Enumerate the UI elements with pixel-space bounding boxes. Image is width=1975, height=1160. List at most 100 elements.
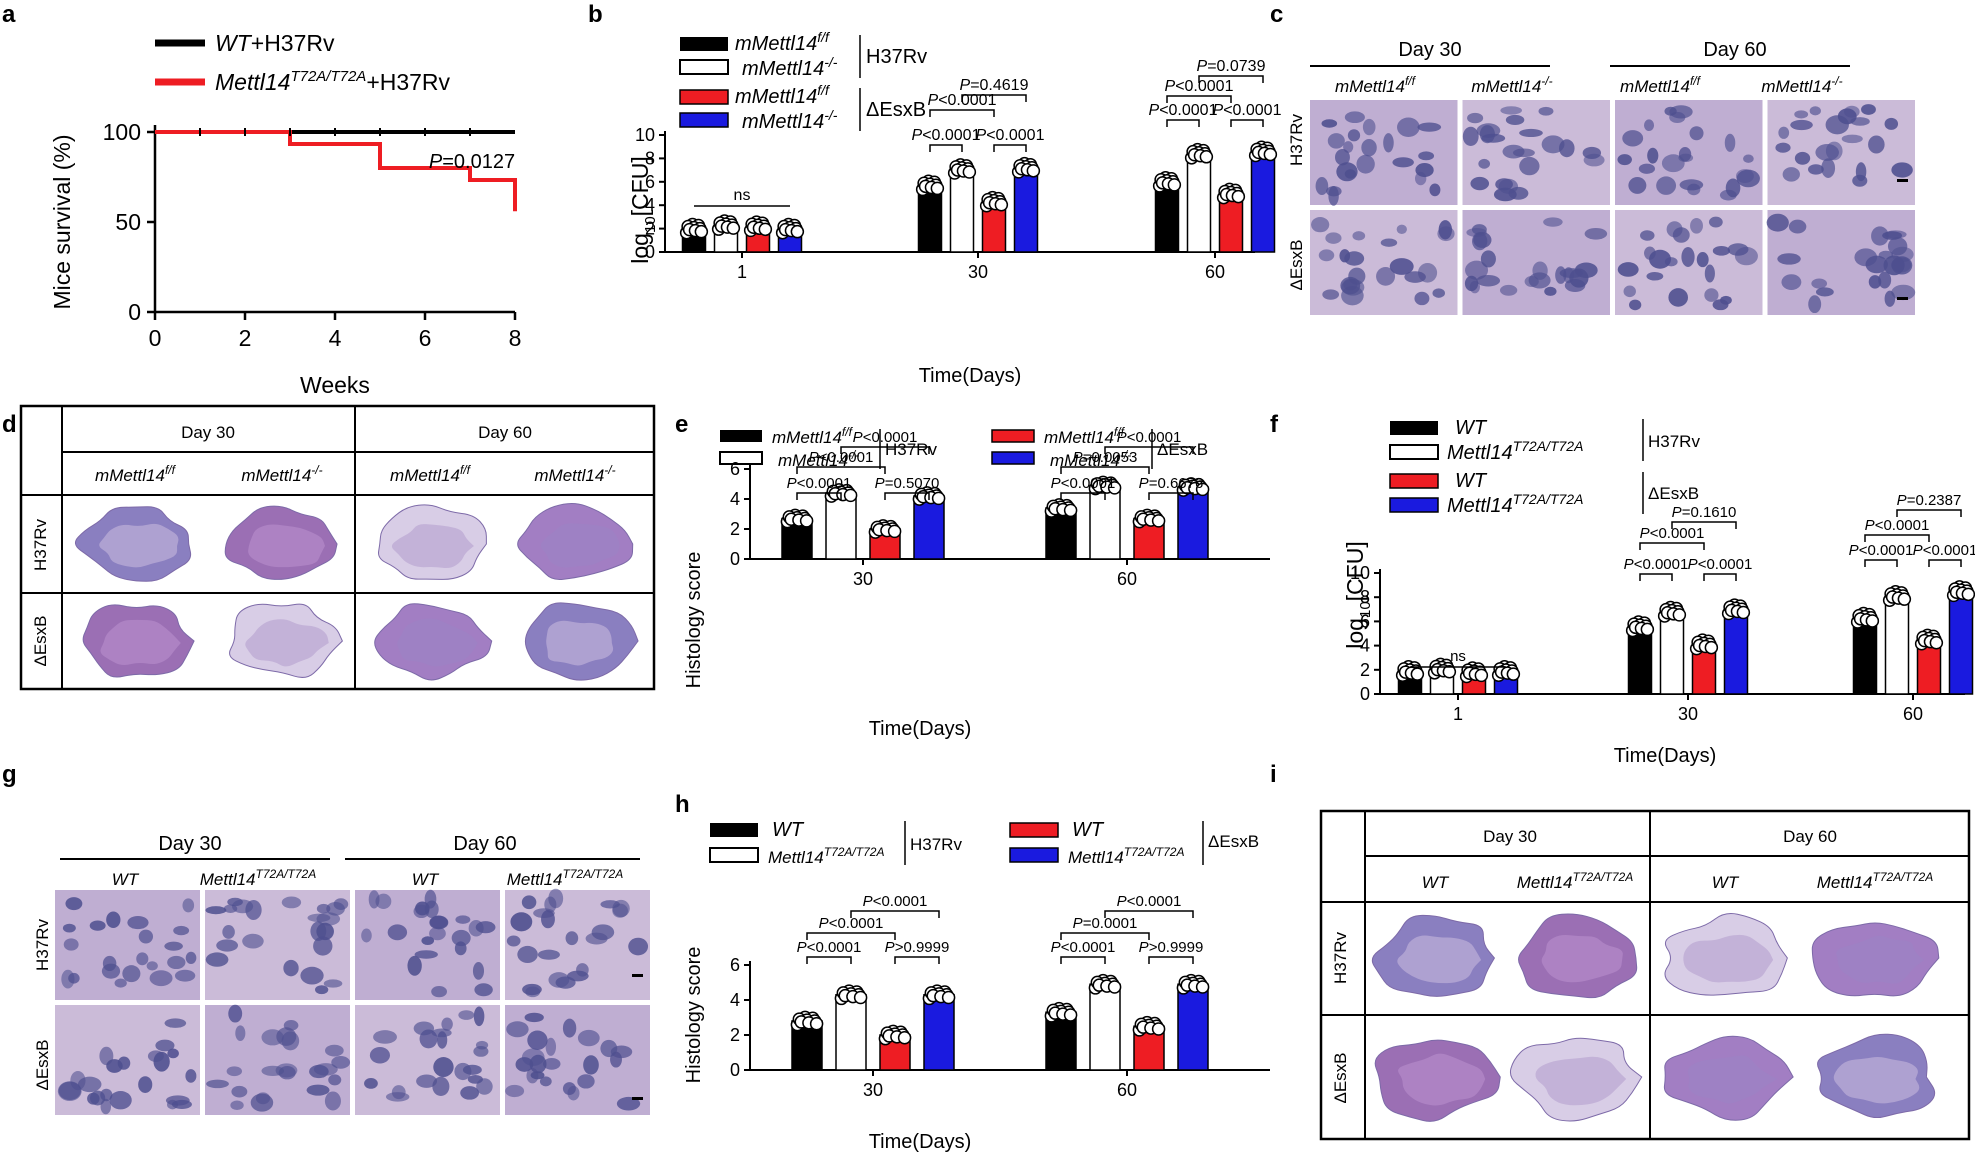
bar: [1884, 595, 1910, 695]
data-point: [994, 198, 1009, 212]
header-day30: Day 30: [1483, 827, 1537, 846]
lung-texture: [1535, 1056, 1627, 1106]
scale-bar: [1897, 179, 1908, 182]
nucleus: [136, 952, 149, 966]
bar: [949, 168, 975, 253]
p-value-label: P=0.0053: [1073, 449, 1138, 466]
nucleus: [583, 1055, 599, 1075]
legend-group-h37rv: H37Rv: [1648, 432, 1700, 451]
micrograph-image: [55, 890, 200, 1000]
legend-swatch-wt-h37rv: [1390, 421, 1438, 435]
nucleus: [315, 985, 329, 995]
nucleus: [316, 903, 331, 914]
x-axis-label: Time(Days): [1614, 745, 1717, 767]
row-h37rv: H37Rv: [31, 519, 50, 571]
micrograph-image: [1615, 210, 1763, 315]
lung-texture: [99, 523, 179, 568]
col-ko-2: mMettl14-/-: [1761, 74, 1842, 96]
nucleus: [616, 1096, 641, 1111]
nucleus: [1335, 148, 1350, 166]
nucleus: [433, 1057, 454, 1077]
nucleus: [1868, 135, 1885, 154]
nucleus: [1495, 178, 1513, 191]
p-value-label: P<0.0001: [787, 475, 852, 492]
bar: [1250, 150, 1276, 253]
nucleus: [1704, 264, 1715, 283]
nucleus: [1664, 257, 1678, 267]
micrograph-image: [505, 888, 650, 1000]
col-wt-1: WT: [112, 870, 140, 889]
data-point: [853, 990, 868, 1005]
nucleus: [182, 898, 195, 913]
nucleus: [306, 1084, 330, 1096]
nucleus: [1638, 163, 1655, 174]
p-value-label: P=0.2387: [1897, 492, 1962, 509]
nucleus: [628, 937, 649, 956]
nucleus: [1418, 151, 1435, 161]
panel-g-micrographs: Day 30 Day 60 WT Mettl14T72A/T72A WT Met…: [0, 800, 655, 1145]
x-tick-label: 30: [863, 1080, 883, 1100]
nucleus: [167, 955, 186, 970]
legend-swatch-ff-esxb: [991, 429, 1035, 443]
nucleus: [375, 893, 392, 910]
nucleus: [185, 951, 197, 964]
nucleus: [413, 1021, 435, 1036]
nucleus: [462, 1064, 482, 1075]
bar: [1948, 590, 1974, 695]
nucleus: [307, 913, 331, 923]
data-point: [887, 524, 902, 539]
nucleus: [1825, 115, 1849, 135]
nucleus: [1380, 238, 1398, 247]
nucleus: [1397, 117, 1420, 138]
y-axis-label: log10[CFU]: [1342, 541, 1374, 648]
bar: [1723, 608, 1749, 695]
micrograph-image: [1766, 210, 1916, 315]
y-tick-label: 2: [730, 1025, 740, 1045]
nucleus: [562, 1082, 576, 1096]
nucleus: [309, 1064, 329, 1079]
p-value-label: P=0.1610: [1672, 504, 1737, 521]
nucleus: [1356, 154, 1375, 174]
nucleus: [1617, 154, 1632, 166]
nucleus: [1661, 154, 1685, 173]
p-value-label: P<0.0001: [1117, 893, 1182, 910]
nucleus: [1815, 144, 1839, 161]
data-point: [1231, 189, 1246, 204]
legend-swatch-ko-esxb: [991, 451, 1035, 465]
nucleus: [106, 911, 121, 928]
nucleus: [1362, 118, 1376, 136]
micrograph-image: [1462, 210, 1610, 315]
data-point: [809, 1017, 824, 1031]
x-tick-label: 60: [1205, 262, 1225, 282]
scale-bar: [1897, 297, 1908, 300]
y-tick-label: 0: [730, 1060, 740, 1080]
nucleus: [1519, 156, 1540, 176]
ns-label: ns: [1450, 648, 1466, 665]
nucleus: [1656, 176, 1677, 195]
data-point: [1410, 667, 1425, 681]
data-point: [799, 514, 814, 528]
nucleus: [1844, 105, 1860, 118]
nucleus: [526, 1068, 539, 1084]
micrograph-image: [1462, 100, 1610, 205]
nucleus: [230, 1100, 244, 1111]
nucleus: [57, 1081, 82, 1102]
data-point: [1167, 178, 1182, 192]
lung-texture: [245, 619, 329, 667]
nucleus: [1871, 226, 1889, 246]
y-tick-label: 4: [730, 990, 740, 1010]
nucleus: [235, 1025, 246, 1041]
nucleus: [1868, 275, 1882, 289]
nucleus: [138, 929, 154, 944]
nucleus: [407, 955, 422, 976]
panel-letter-i: i: [1270, 761, 1277, 788]
nucleus: [1392, 157, 1414, 168]
nucleus: [222, 925, 235, 939]
nucleus: [1775, 142, 1791, 153]
y-tick-label: 50: [115, 209, 141, 235]
panel-letter-c: c: [1270, 1, 1283, 28]
y-tick-label: 0: [730, 549, 740, 569]
nucleus: [1347, 129, 1361, 142]
nucleus: [600, 900, 620, 909]
